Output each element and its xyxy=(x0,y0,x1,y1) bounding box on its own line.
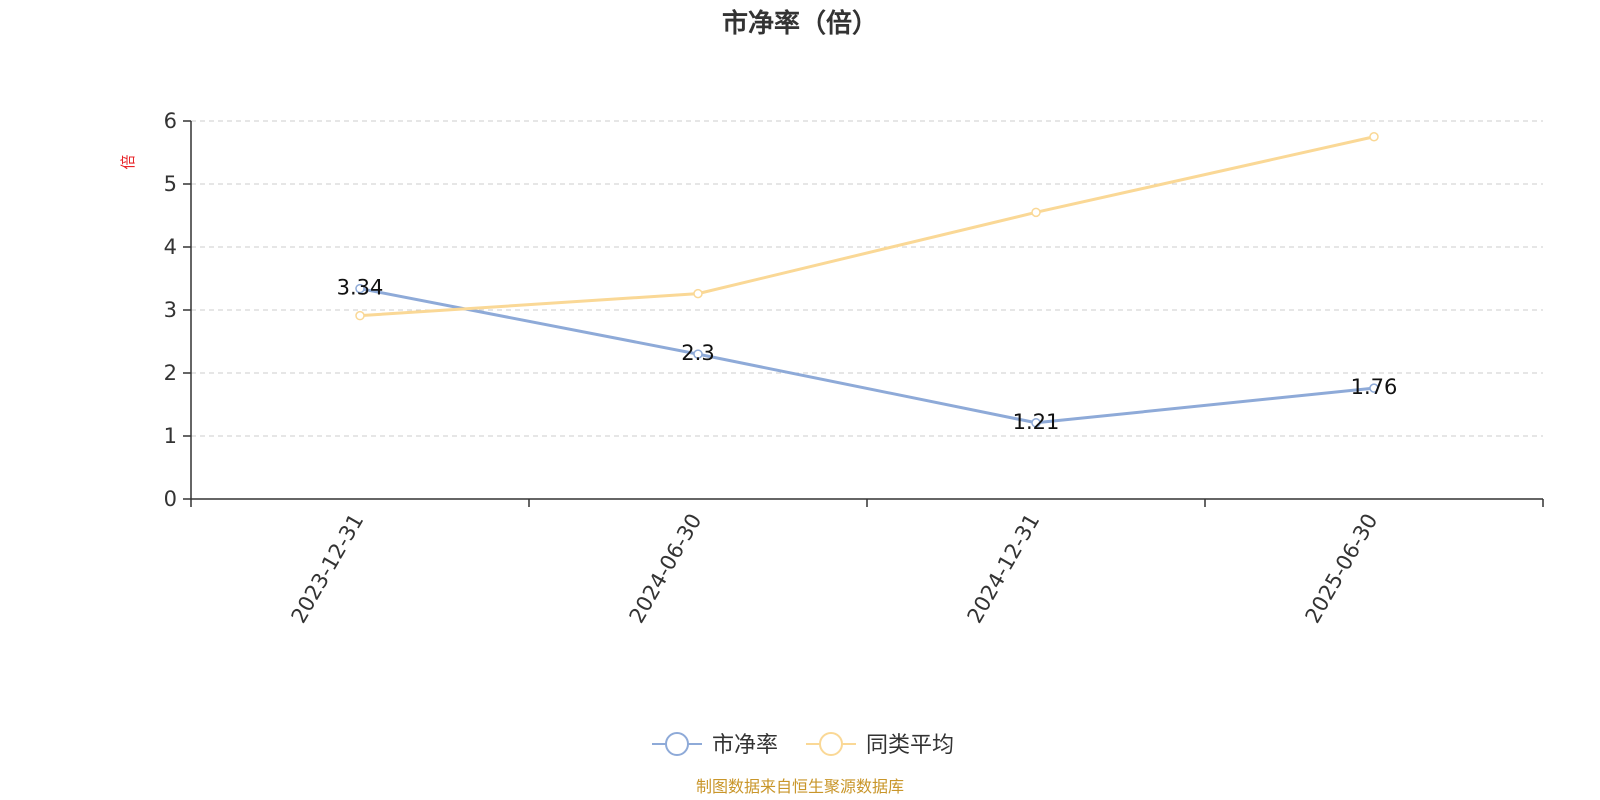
data-point[interactable] xyxy=(1369,132,1379,142)
data-point[interactable] xyxy=(693,288,703,299)
legend[interactable]: 市净率 同类平均 xyxy=(652,732,954,758)
y-tick-label: 6 xyxy=(164,109,177,133)
source-note: 制图数据来自恒生聚源数据库 xyxy=(696,777,904,796)
data-point[interactable] xyxy=(355,310,365,321)
y-tick-label: 5 xyxy=(164,172,177,196)
data-point[interactable] xyxy=(693,349,703,359)
axes: 0 1 2 3 4 5 6 2023-12-31 2024-06-30 2024-12-31 202… xyxy=(164,109,1544,628)
data-label: 1.76 xyxy=(1351,375,1398,399)
x-tick-label: 2024-06-30 xyxy=(625,510,707,628)
legend-marker xyxy=(819,732,843,756)
legend-label: 市净率 xyxy=(712,733,778,758)
y-tick-label: 2 xyxy=(164,361,177,385)
data-label: 3.34 xyxy=(337,276,384,300)
data-label: 1.21 xyxy=(1013,410,1060,434)
grid-lines xyxy=(191,120,1543,437)
series-line-1 xyxy=(359,287,1375,425)
series-line-2 xyxy=(359,135,1375,318)
data-label: 2.3 xyxy=(681,341,714,365)
data-point[interactable] xyxy=(355,283,365,294)
y-tick-label: 4 xyxy=(164,235,177,259)
series-layer xyxy=(355,132,1379,428)
x-tick-label: 2023-12-31 xyxy=(287,510,369,628)
legend-marker xyxy=(665,732,689,756)
y-tick-label: 3 xyxy=(164,298,177,322)
x-tick-label: 2025-06-30 xyxy=(1301,510,1383,628)
y-axis-unit: 倍 xyxy=(119,154,137,169)
data-point[interactable] xyxy=(1031,418,1041,428)
data-point[interactable] xyxy=(1369,383,1379,393)
legend-item-1[interactable]: 市净率 xyxy=(652,732,778,758)
data-point[interactable] xyxy=(1031,207,1041,218)
y-tick-label: 1 xyxy=(164,424,177,448)
y-tick-label: 0 xyxy=(164,487,177,511)
x-tick-label: 2024-12-31 xyxy=(963,510,1045,628)
data-labels: 3.34 2.3 1.21 1.76 xyxy=(337,276,1398,434)
legend-item-2[interactable]: 同类平均 xyxy=(806,732,954,758)
chart-title: 市净率（倍） xyxy=(722,8,878,39)
legend-label: 同类平均 xyxy=(866,733,954,758)
